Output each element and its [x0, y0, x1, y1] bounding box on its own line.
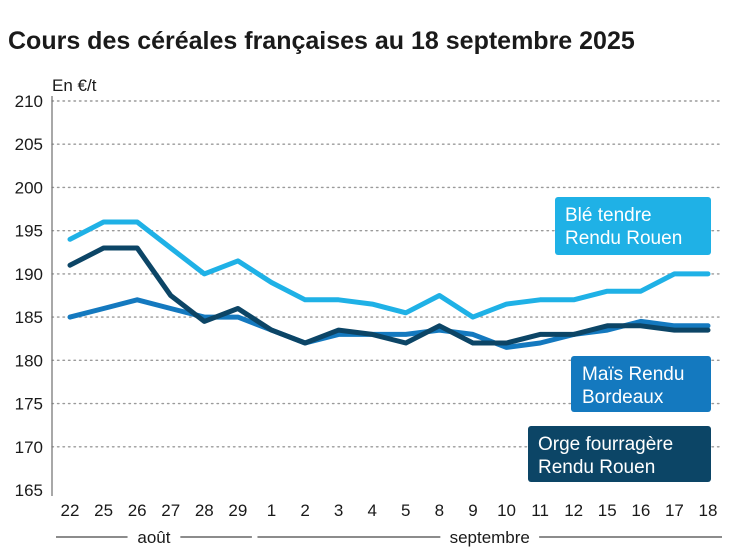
month-groups: août septembre — [56, 528, 722, 547]
x-tick-label: 27 — [161, 501, 180, 520]
series-label-box — [528, 426, 711, 482]
y-axis-unit-label: En €/t — [52, 76, 97, 95]
series-lines — [67, 219, 711, 350]
x-tick-label: 16 — [631, 501, 650, 520]
y-tick-label: 210 — [15, 92, 43, 111]
x-tick-label: 12 — [564, 501, 583, 520]
y-tick-label: 175 — [15, 395, 43, 414]
x-tick-label: 18 — [699, 501, 718, 520]
grid — [51, 100, 723, 448]
y-tick-label: 165 — [15, 481, 43, 500]
series-label-box — [571, 356, 711, 412]
x-tick-labels: 22 25 26 27 28 29 1 2 3 4 5 8 9 10 11 12 15 16 17 18 — [61, 501, 718, 520]
y-tick-label: 200 — [15, 178, 43, 197]
x-tick-label: 17 — [665, 501, 684, 520]
y-tick-label: 170 — [15, 438, 43, 457]
series-line-0 — [67, 219, 711, 320]
x-tick-label: 28 — [195, 501, 214, 520]
x-tick-label: 3 — [334, 501, 343, 520]
chart-title: Cours des céréales françaises au 18 sept… — [8, 27, 635, 55]
series-label-text: Orge fourragère — [538, 434, 673, 455]
y-tick-labels: 165 170 175 180 185 190 195 200 205 210 — [15, 92, 43, 500]
x-tick-label: 26 — [128, 501, 147, 520]
x-tick-label: 15 — [598, 501, 617, 520]
series-label-text: Rendu Rouen — [565, 228, 682, 249]
x-tick-label: 29 — [228, 501, 247, 520]
series-label-box — [555, 197, 711, 255]
month-label: août — [137, 528, 170, 547]
series-label-text: Rendu Rouen — [538, 457, 655, 478]
x-tick-label: 9 — [468, 501, 477, 520]
x-tick-label: 22 — [61, 501, 80, 520]
x-tick-label: 25 — [94, 501, 113, 520]
series-line-1 — [67, 297, 711, 350]
series-line-2 — [67, 245, 711, 346]
y-tick-label: 190 — [15, 265, 43, 284]
y-tick-label: 180 — [15, 351, 43, 370]
month-label: septembre — [450, 528, 530, 547]
x-tick-label: 11 — [531, 501, 549, 520]
x-tick-label: 5 — [401, 501, 410, 520]
y-tick-label: 185 — [15, 308, 43, 327]
y-tick-label: 195 — [15, 222, 43, 241]
x-tick-label: 8 — [435, 501, 444, 520]
x-tick-label: 4 — [367, 501, 376, 520]
series-label-text: Bordeaux — [582, 387, 664, 408]
y-tick-label: 205 — [15, 135, 43, 154]
x-tick-label: 1 — [267, 501, 276, 520]
series-label-text: Maïs Rendu — [582, 364, 684, 385]
x-tick-label: 2 — [300, 501, 309, 520]
x-tick-label: 10 — [497, 501, 516, 520]
series-label-text: Blé tendre — [565, 205, 652, 226]
